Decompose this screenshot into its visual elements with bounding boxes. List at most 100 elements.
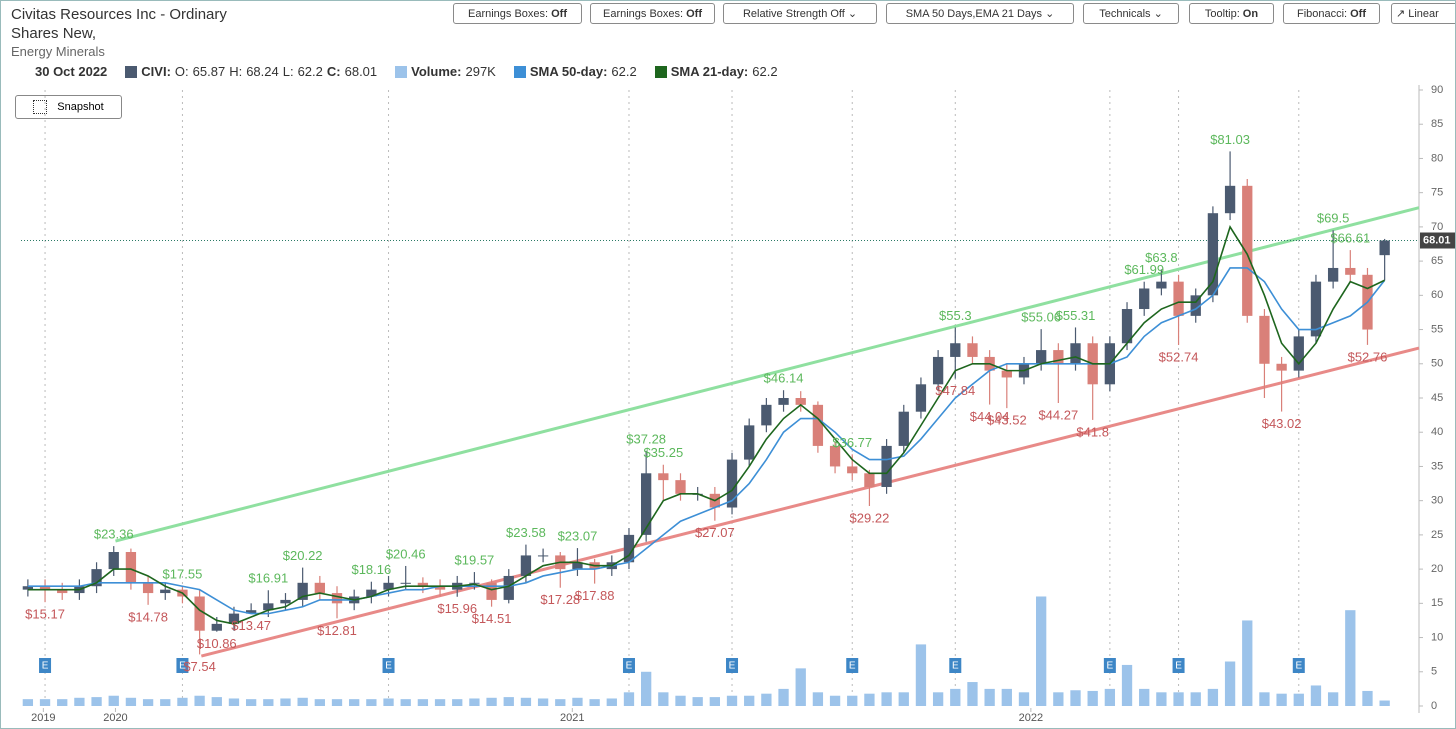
earnings-label: E [42, 661, 49, 672]
icon: ↗ [1396, 8, 1406, 20]
candle-body [1190, 295, 1201, 316]
legend-value: 62.2 [752, 64, 778, 79]
y-tick-label: 25 [1431, 529, 1443, 541]
volume-bar [675, 695, 686, 706]
volume-bar [847, 695, 858, 706]
x-tick-label: 2022 [1019, 712, 1043, 724]
ohlc-value: 68.24 [246, 64, 279, 79]
toolbar-button[interactable]: Earnings Boxes: Off [453, 3, 582, 24]
volume-bar [22, 699, 34, 706]
earnings-box [1103, 658, 1116, 673]
y-tick-label: 30 [1431, 495, 1443, 507]
candle-body [675, 480, 686, 494]
price-annotation: $17.55 [163, 566, 203, 581]
button-state: Off [551, 7, 567, 20]
candle-body [1224, 185, 1236, 214]
volume-bar [640, 671, 652, 706]
y-tick-label: 35 [1431, 460, 1443, 472]
chevron: ⌄ [1045, 8, 1055, 20]
volume-bar [1310, 685, 1322, 706]
candle-body [263, 603, 274, 611]
volume-bar [417, 699, 429, 706]
price-annotation: $55.31 [1056, 308, 1096, 323]
candle-body [400, 582, 411, 584]
volume-bar [915, 644, 927, 706]
toolbar-button[interactable]: Earnings Boxes: Off [590, 3, 715, 24]
volume-bar [1104, 688, 1116, 706]
button-label: Linear [1408, 7, 1439, 20]
volume-bar [1242, 620, 1253, 706]
candle-body [1139, 288, 1150, 310]
y-tick-label: 85 [1431, 118, 1443, 130]
candle-body [950, 343, 961, 357]
candle-body [503, 575, 514, 600]
price-annotation: $66.61 [1330, 231, 1370, 246]
candle-body [640, 473, 652, 535]
volume-bar [778, 688, 789, 706]
toolbar-dropdown[interactable]: SMA 50 Days,EMA 21 Days ⌄ [886, 3, 1074, 24]
price-annotation: $55.06 [1021, 310, 1061, 325]
candle-body [1173, 281, 1184, 316]
volume-bar [383, 698, 394, 706]
volume-bar [744, 695, 755, 706]
candle-body [812, 404, 824, 446]
volume-bar [829, 695, 841, 706]
candle-body [761, 404, 772, 426]
price-annotation: $69.5 [1317, 211, 1350, 226]
toolbar-dropdown[interactable]: Relative Strength Off ⌄ [723, 3, 877, 24]
candle-body [967, 343, 978, 357]
snapshot-button[interactable]: Snapshot [15, 95, 122, 119]
volume-bar [1173, 692, 1184, 706]
toolbar-dropdown[interactable]: Technicals ⌄ [1083, 3, 1179, 24]
price-annotation: $44.27 [1038, 407, 1078, 422]
volume-bar [658, 692, 669, 706]
candle-body [898, 411, 909, 446]
price-annotation: $81.03 [1210, 132, 1250, 147]
earnings-box [39, 658, 52, 673]
earnings-box [382, 658, 395, 673]
earnings-label: E [385, 661, 392, 672]
earnings-label: E [849, 661, 856, 672]
earnings-label: E [1295, 661, 1302, 672]
x-tick-label: 2019 [31, 712, 55, 724]
volume-bar [503, 697, 514, 706]
candle-body [864, 473, 875, 487]
chevron: ⌄ [847, 8, 858, 20]
volume-bar [795, 668, 806, 706]
candle-body [915, 384, 927, 412]
legend-label: SMA 21-day: [670, 64, 749, 79]
volume-bar [692, 697, 703, 706]
candle-body [434, 586, 446, 590]
candle-body [572, 562, 583, 570]
y-tick-label: 55 [1431, 323, 1443, 335]
toolbar-button[interactable]: Tooltip: On [1189, 3, 1274, 24]
price-annotation: $29.22 [850, 510, 890, 525]
y-tick-label: 40 [1431, 426, 1443, 438]
toolbar-button[interactable]: Fibonacci: Off [1283, 3, 1380, 24]
price-annotation: $46.14 [764, 371, 804, 386]
volume-bar [1156, 692, 1167, 706]
price-annotation: $43.02 [1262, 416, 1302, 431]
legend-swatch [395, 65, 408, 78]
y-tick-label: 75 [1431, 187, 1443, 199]
volume-bar [726, 695, 738, 706]
price-annotation: $23.07 [558, 529, 598, 544]
y-tick-label: 80 [1431, 152, 1443, 164]
candle-body [847, 466, 858, 474]
candle-body [108, 552, 119, 570]
toolbar-button[interactable]: ↗ Linear [1391, 3, 1455, 24]
volume-bar [245, 699, 257, 706]
candle-body [228, 613, 240, 624]
price-annotation: $41.8 [1076, 424, 1109, 439]
candle-body [1293, 336, 1304, 371]
candle-body [314, 582, 325, 594]
candle-body [520, 555, 532, 576]
earnings-box [622, 658, 635, 673]
last-price-label: 68.01 [1423, 234, 1451, 246]
price-annotation: $19.57 [455, 552, 495, 567]
volume-bar [1379, 700, 1390, 706]
subtitle: Energy Minerals [11, 44, 105, 59]
candle-body [1036, 350, 1047, 364]
candle-body [1276, 363, 1287, 371]
price-annotation: $15.17 [25, 607, 65, 622]
